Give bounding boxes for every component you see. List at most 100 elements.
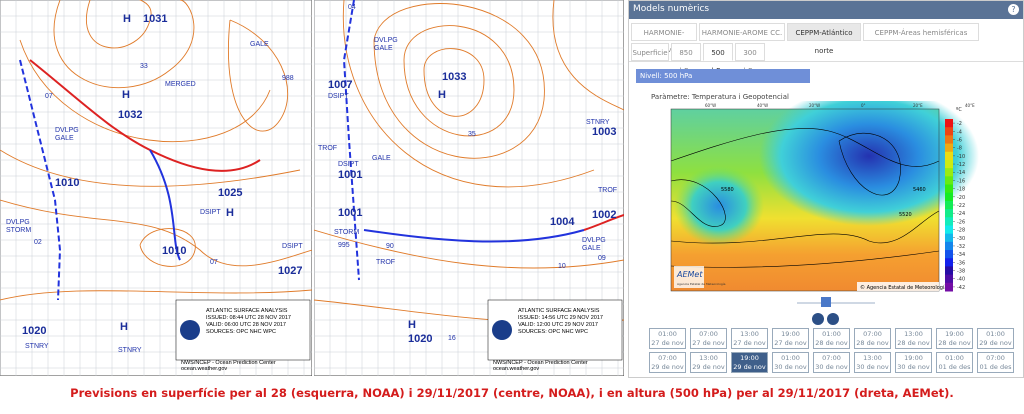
map-label: DSIPT — [328, 93, 349, 100]
longitude-label: 60°W — [705, 103, 716, 108]
level-tab[interactable]: Superficie — [631, 43, 669, 61]
map-label: 90 — [386, 243, 394, 250]
level-tab[interactable]: 850 hPa — [671, 43, 701, 75]
colorbar-label: -26 — [957, 219, 965, 225]
model-tab[interactable]: CEPPM-Áreas hemisféricas — [863, 23, 979, 41]
analysis-info: SOURCES: OPC NHC WPC — [518, 329, 588, 335]
time-button[interactable]: 13:00 29 de nov — [690, 352, 727, 373]
time-button[interactable]: 01:00 29 de nov — [977, 328, 1014, 349]
map-label: 1031 — [143, 13, 167, 25]
time-button[interactable]: 13:00 28 de nov — [895, 328, 932, 349]
play-button[interactable] — [827, 313, 839, 325]
time-date: 30 de nov — [815, 363, 848, 371]
time-button[interactable]: 07:00 01 de des — [977, 352, 1014, 373]
longitude-label: 20°W — [809, 103, 820, 108]
map-label: 07 — [210, 259, 218, 266]
time-button[interactable]: 13:00 27 de nov — [731, 328, 768, 349]
time-date: 28 de nov — [897, 339, 930, 347]
credit: ocean.weather.gov — [181, 366, 227, 372]
time-button[interactable]: 01:00 01 de des — [936, 352, 973, 373]
longitude-label: 40°E — [965, 103, 975, 108]
time-slider[interactable] — [821, 297, 831, 307]
time-button[interactable]: 07:00 29 de nov — [649, 352, 686, 373]
time-hour: 13:00 — [740, 330, 759, 338]
time-button[interactable]: 19:00 27 de nov — [772, 328, 809, 349]
map-label: 10 — [558, 263, 566, 270]
colorbar-label: -30 — [957, 236, 965, 242]
time-button[interactable]: 13:00 30 de nov — [854, 352, 891, 373]
help-button[interactable]: ? — [1008, 4, 1019, 15]
time-date: 29 de nov — [979, 339, 1012, 347]
colorbar-label: -20 — [957, 195, 965, 201]
map-label: GALE — [250, 41, 269, 48]
analysis-info: VALID: 06:00 UTC 28 NOV 2017 — [206, 322, 286, 328]
time-date: 01 de des — [938, 363, 971, 371]
time-button[interactable]: 07:00 30 de nov — [813, 352, 850, 373]
time-date: 27 de nov — [651, 339, 684, 347]
time-date: 30 de nov — [897, 363, 930, 371]
map-label: 1010 — [55, 177, 79, 189]
map-label: 1033 — [442, 71, 466, 83]
model-tab[interactable]: HARMONIE-AROME — [631, 23, 697, 55]
map-label: 1020 — [408, 333, 432, 345]
map-label: 1002 — [592, 209, 616, 221]
map-label: DVLPG — [6, 219, 30, 226]
time-button[interactable]: 19:00 30 de nov — [895, 352, 932, 373]
longitude-label: 40°W — [757, 103, 768, 108]
time-date: 27 de nov — [774, 339, 807, 347]
colorbar-step — [945, 176, 953, 186]
colorbar-step — [945, 266, 953, 276]
time-date: 01 de des — [979, 363, 1012, 371]
level-tab[interactable]: 300 hPa — [735, 43, 765, 75]
map-label: 04 — [348, 4, 356, 11]
colorbar-label: -12 — [957, 162, 965, 168]
colorbar-label: -36 — [957, 260, 965, 266]
time-button[interactable]: 01:00 27 de nov — [649, 328, 686, 349]
time-date: 28 de nov — [815, 339, 848, 347]
credit: ocean.weather.gov — [493, 366, 539, 372]
pause-button[interactable] — [812, 313, 824, 325]
colorbar-step — [945, 282, 953, 292]
map-label: DVLPG — [582, 237, 606, 244]
time-date: 30 de nov — [856, 363, 889, 371]
map-label: STNRY — [586, 119, 610, 126]
colorbar-step — [945, 168, 953, 177]
colorbar-step — [945, 184, 953, 194]
colorbar-step — [945, 159, 953, 169]
time-button[interactable]: 07:00 27 de nov — [690, 328, 727, 349]
colorbar-step — [945, 258, 953, 267]
colorbar-step — [945, 192, 953, 202]
map-label: H — [438, 89, 446, 101]
panel-title: Models numèrics — [633, 4, 710, 14]
colorbar-step — [945, 119, 953, 128]
time-hour: 19:00 — [945, 330, 964, 338]
time-hour: 07:00 — [986, 354, 1005, 362]
analysis-info: ATLANTIC SURFACE ANALYSIS — [206, 308, 288, 314]
time-button[interactable]: 07:00 28 de nov — [854, 328, 891, 349]
level-bar: Nivell: 500 hPa — [636, 69, 810, 83]
colorbar-step — [945, 241, 953, 251]
analysis-info: ISSUED: 08:44 UTC 28 NOV 2017 — [206, 315, 291, 321]
logo: AEMet — [676, 270, 703, 279]
map-label: 1027 — [278, 265, 302, 277]
time-button[interactable]: 19:00 28 de nov — [936, 328, 973, 349]
colorbar-step — [945, 250, 953, 259]
map-label: 995 — [338, 242, 350, 249]
contour-label: 5460 — [913, 187, 926, 193]
time-date: 29 de nov — [651, 363, 684, 371]
map-label: 1020 — [22, 325, 46, 337]
time-button[interactable]: 01:00 28 de nov — [813, 328, 850, 349]
time-date: 27 de nov — [733, 339, 766, 347]
time-button[interactable]: 19:00 29 de nov — [731, 352, 768, 373]
colorbar-label: -40 — [957, 277, 965, 283]
colorbar-unit: ºC — [956, 107, 962, 113]
time-date: 27 de nov — [692, 339, 725, 347]
model-tab[interactable]: CEPPM-Atlántico norte — [787, 23, 861, 55]
map-label: TROF — [598, 187, 617, 194]
level-tab[interactable]: 500 hPa — [703, 43, 733, 75]
time-hour: 07:00 — [822, 354, 841, 362]
time-button[interactable]: 01:00 30 de nov — [772, 352, 809, 373]
map-label: MERGED — [165, 81, 196, 88]
model-tab[interactable]: HARMONIE-AROME CC. AA. — [699, 23, 785, 55]
